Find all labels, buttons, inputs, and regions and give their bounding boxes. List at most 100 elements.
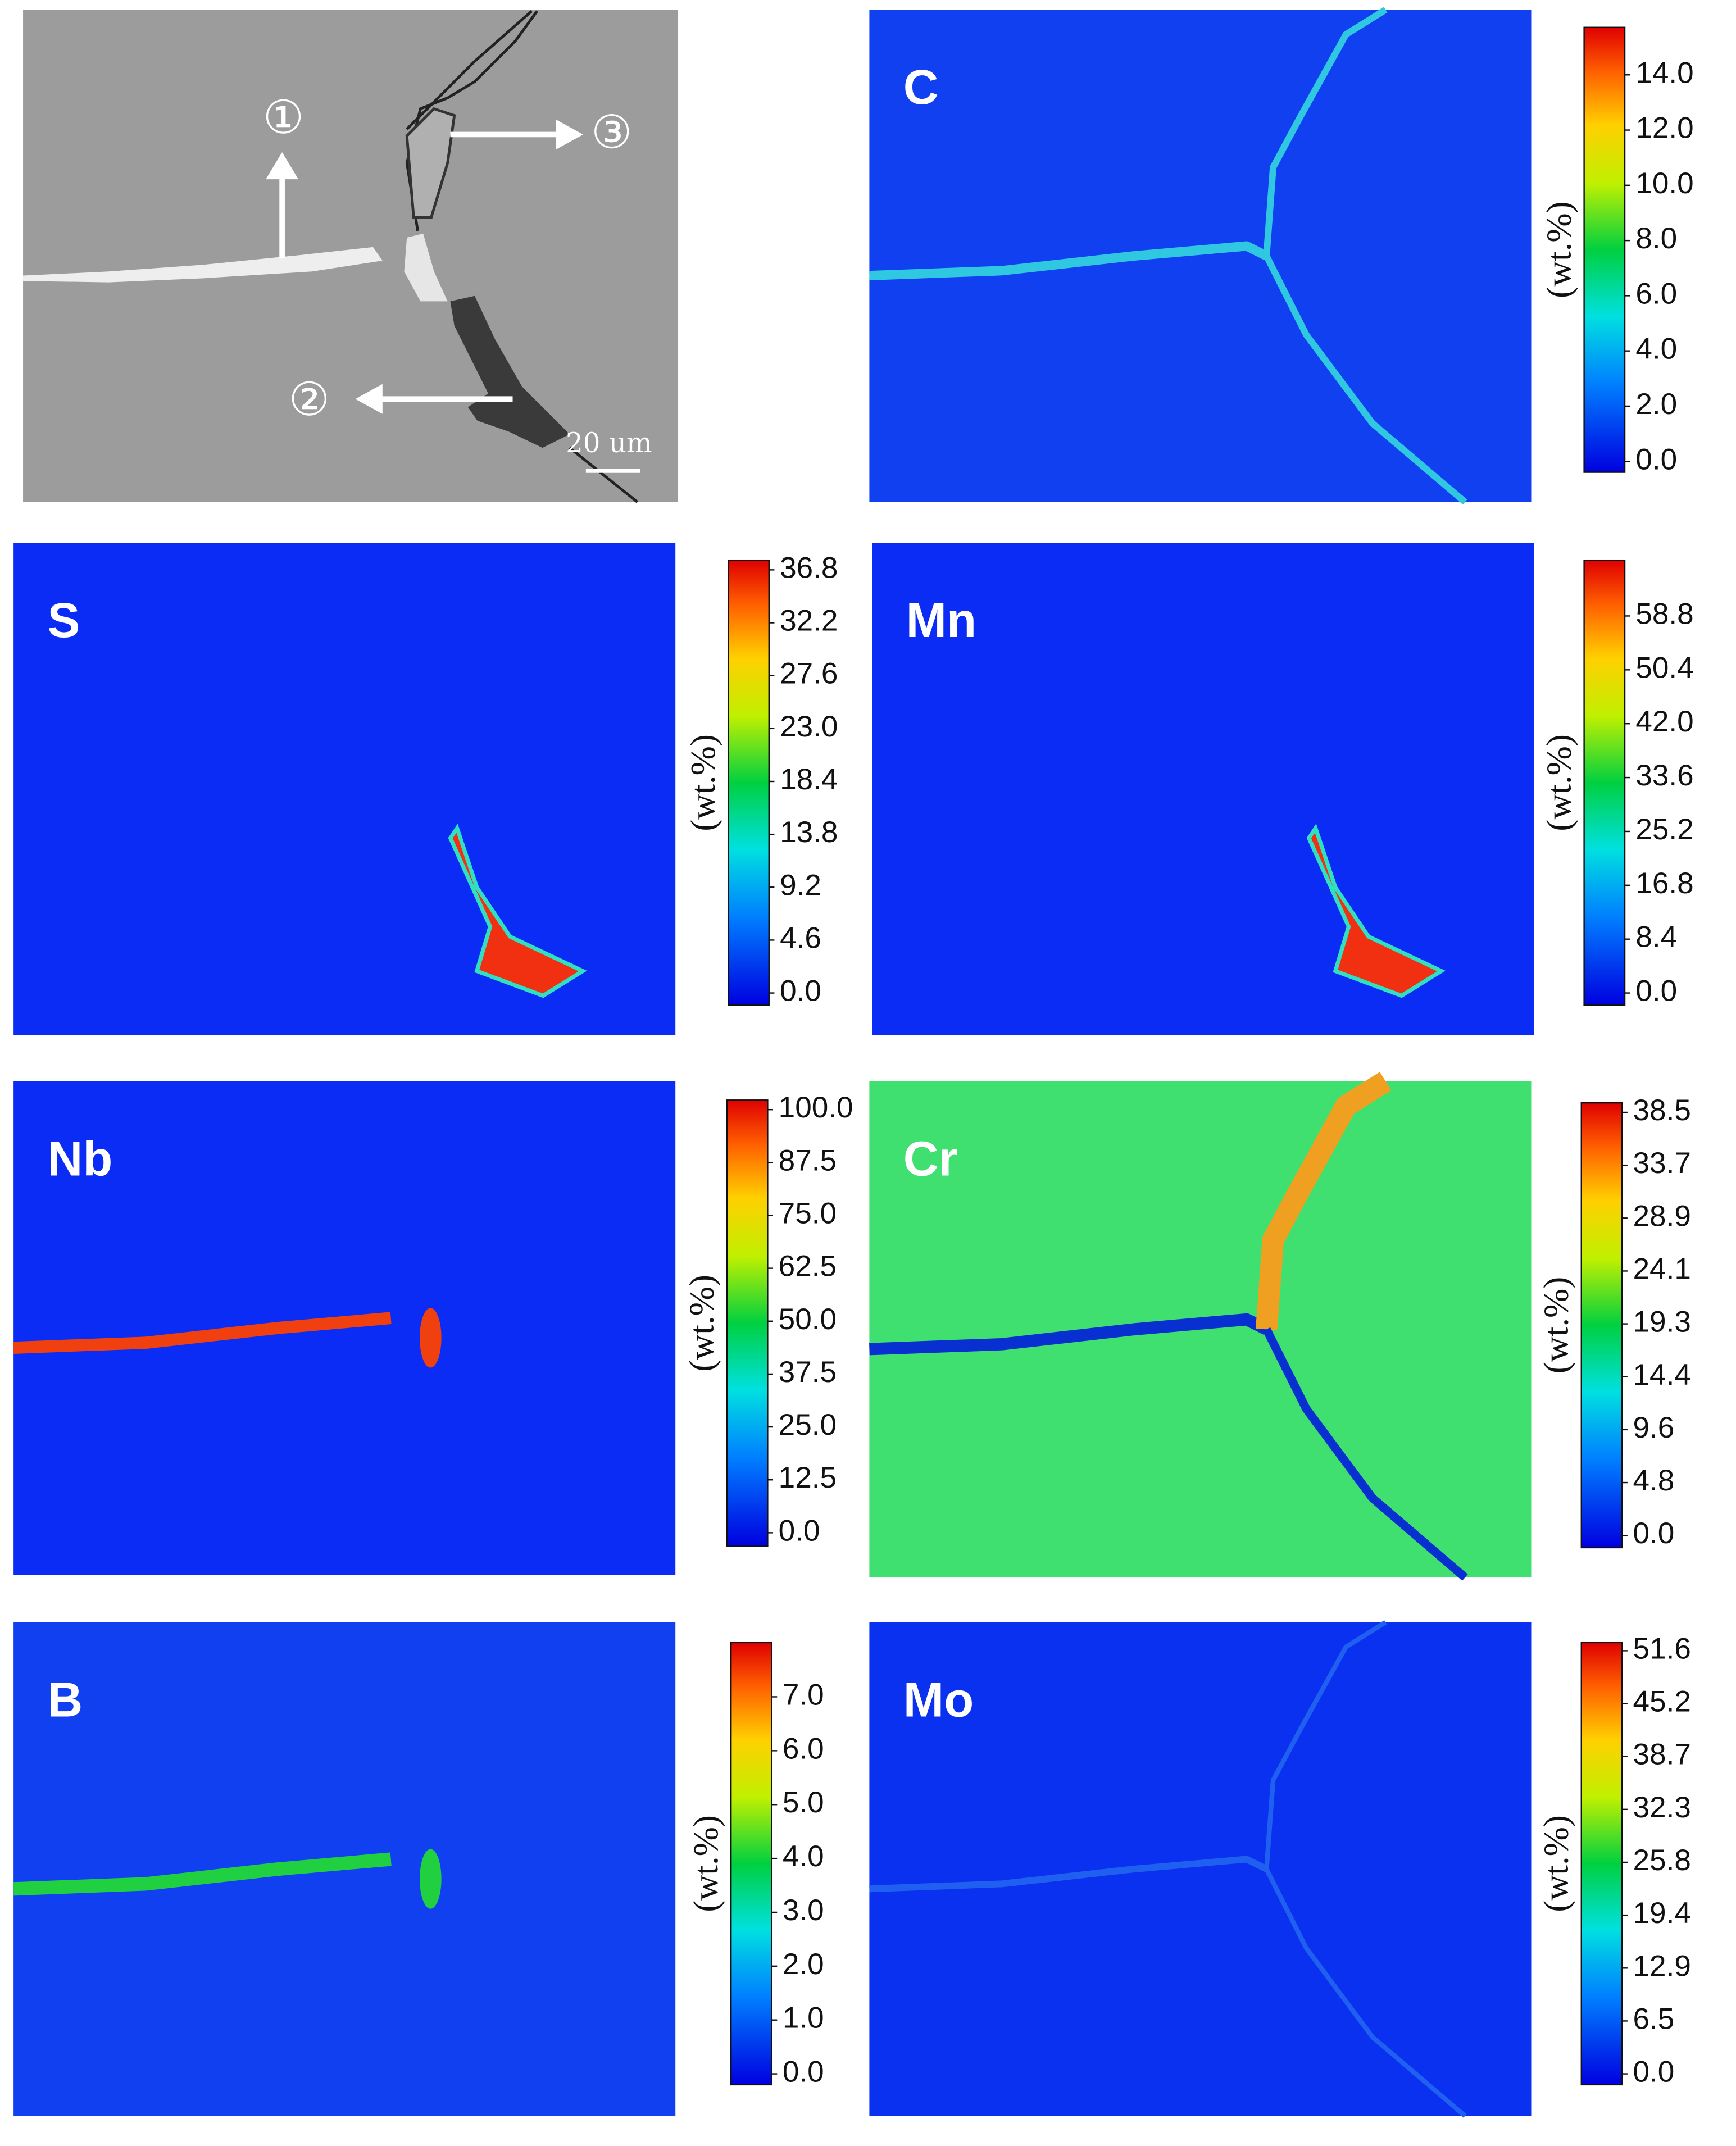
colorbar-tick-label: 50.4 — [1635, 651, 1693, 684]
colorbar-tick-label: 100.0 — [779, 1091, 853, 1124]
element-map: S 36.8 32.2 27.6 23.0 18.4 13.8 9.2 4.6 0.0 (wt.%) — [13, 543, 838, 1035]
element-map: C 14.0 12.0 10.0 8.0 6.0 4.0 2.0 0.0 (wt.%) — [869, 7, 1694, 505]
colorbar-tick-label: 19.3 — [1633, 1306, 1691, 1339]
element-label: Mo — [903, 1672, 974, 1727]
colorbar-tick-label: 8.4 — [1635, 921, 1677, 954]
map-background — [869, 10, 1532, 502]
colorbar-tick-label: 14.0 — [1635, 56, 1693, 89]
colorbar-tick-label: 42.0 — [1635, 705, 1693, 738]
element-map: Cr 38.5 33.7 28.9 24.1 19.3 14.4 9.6 4.8 0.0 (wt.%… — [869, 1072, 1691, 1581]
colorbar-tick-label: 7.0 — [783, 1679, 824, 1712]
colorbar — [1580, 1642, 1623, 2086]
colorbar-tick-label: 12.9 — [1633, 1949, 1691, 1983]
colorbar-tick-label: 27.6 — [780, 657, 838, 690]
colorbar-tick-label: 28.9 — [1633, 1199, 1691, 1233]
map-background — [869, 1622, 1532, 2116]
map-background — [13, 543, 676, 1035]
crack — [869, 1856, 1268, 1893]
scale-bar-label: 20 um — [566, 428, 652, 459]
element-map: Nb 100.0 87.5 75.0 62.5 50.0 37.5 25.0 12.5 0.0 (w… — [13, 1081, 853, 1575]
marker: ③ — [591, 106, 633, 159]
colorbar-tick-label: 9.2 — [780, 869, 821, 902]
colorbar-tick-label: 2.0 — [783, 1948, 824, 1981]
colorbar-tick-label: 0.0 — [1633, 2056, 1675, 2089]
colorbar-tick-label: 10.0 — [1635, 167, 1693, 200]
colorbar-tick-label: 9.6 — [1633, 1411, 1675, 1444]
colorbar-label: (wt.%) — [683, 734, 722, 831]
colorbar-tick-label: 25.0 — [779, 1408, 837, 1442]
crack — [1263, 7, 1388, 256]
colorbar-tick-label: 36.8 — [780, 551, 838, 584]
element-label: C — [903, 60, 939, 115]
phase — [448, 824, 587, 998]
colorbar-tick-label: 2.0 — [1635, 388, 1677, 421]
colorbar — [1583, 26, 1626, 473]
colorbar-tick-label: 0.0 — [1635, 443, 1677, 476]
colorbar-tick-label: 25.8 — [1633, 1844, 1691, 1877]
colorbar-tick-label: 75.0 — [779, 1197, 837, 1230]
colorbar-tick-label: 16.8 — [1635, 867, 1693, 900]
colorbar — [726, 1099, 769, 1547]
marker: ② — [289, 373, 330, 426]
colorbar-tick-label: 45.2 — [1633, 1685, 1691, 1718]
colorbar-tick-label: 5.0 — [783, 1786, 824, 1819]
colorbar-label: (wt.%) — [1537, 1815, 1576, 1912]
colorbar-tick-label: 18.4 — [780, 763, 838, 796]
colorbar-tick-label: 0.0 — [780, 975, 821, 1008]
colorbar-tick-label: 12.5 — [779, 1461, 837, 1494]
colorbar-tick-label: 8.0 — [1635, 222, 1677, 255]
crack — [1255, 1072, 1392, 1330]
colorbar-tick-label: 87.5 — [779, 1144, 837, 1177]
crack — [13, 1312, 392, 1354]
crack — [1263, 254, 1467, 505]
element-map: B 7.0 6.0 5.0 4.0 3.0 2.0 1.0 0.0 (wt.%) — [13, 1622, 824, 2116]
colorbar-tick-label: 0.0 — [779, 1514, 820, 1547]
colorbar-label: (wt.%) — [682, 1275, 721, 1372]
element-label: S — [47, 593, 80, 648]
colorbar-tick-label: 25.2 — [1635, 813, 1693, 846]
colorbar-tick-label: 12.0 — [1635, 112, 1693, 145]
colorbar-tick-label: 32.2 — [780, 604, 838, 638]
element-label: B — [47, 1672, 83, 1727]
colorbar-tick-label: 19.4 — [1633, 1897, 1691, 1930]
colorbar-tick-label: 4.0 — [783, 1840, 824, 1873]
phase — [420, 1308, 442, 1368]
element-label: Mn — [906, 593, 976, 648]
phase — [420, 1849, 442, 1909]
crack — [1262, 1327, 1468, 1581]
colorbar-tick-label: 14.4 — [1633, 1358, 1691, 1392]
colorbar-tick-label: 37.5 — [779, 1356, 837, 1389]
colorbar — [1583, 560, 1626, 1006]
colorbar — [1580, 1102, 1623, 1549]
colorbar-label: (wt.%) — [1539, 734, 1578, 831]
element-label: Cr — [903, 1131, 958, 1186]
colorbar-tick-label: 33.7 — [1633, 1147, 1691, 1180]
colorbar-tick-label: 6.0 — [783, 1732, 824, 1765]
colorbar-tick-label: 0.0 — [783, 2056, 824, 2089]
colorbar-tick-label: 38.5 — [1633, 1094, 1691, 1127]
element-map: Mn 58.8 50.4 42.0 33.6 25.2 16.8 8.4 0.0 (wt.%) — [872, 543, 1694, 1035]
element-map: Mo 51.6 45.2 38.7 32.3 25.8 19.4 12.9 6.5 0.0 (wt.… — [869, 1620, 1691, 2118]
colorbar-label: (wt.%) — [686, 1815, 725, 1912]
colorbar-tick-label: 23.0 — [780, 710, 838, 743]
colorbar — [730, 1642, 772, 2086]
colorbar-tick-label: 0.0 — [1635, 975, 1677, 1008]
colorbar — [728, 560, 770, 1006]
sem-image: ① ② ③ 20 um — [23, 10, 679, 503]
crack — [13, 1852, 392, 1896]
colorbar-tick-label: 51.6 — [1633, 1632, 1691, 1665]
colorbar-tick-label: 4.0 — [1635, 333, 1677, 366]
colorbar-tick-label: 32.3 — [1633, 1791, 1691, 1824]
crack — [869, 241, 1269, 280]
colorbar-tick-label: 62.5 — [779, 1250, 837, 1283]
element-label: Nb — [47, 1131, 112, 1186]
colorbar-tick-label: 0.0 — [1633, 1517, 1675, 1550]
colorbar-tick-label: 38.7 — [1633, 1738, 1691, 1771]
colorbar-tick-label: 3.0 — [783, 1894, 824, 1927]
colorbar-label: (wt.%) — [1537, 1277, 1576, 1374]
crack — [1264, 1620, 1387, 1870]
colorbar-tick-label: 33.6 — [1635, 759, 1693, 792]
colorbar-tick-label: 6.0 — [1635, 277, 1677, 310]
colorbar-tick-label: 1.0 — [783, 2002, 824, 2035]
